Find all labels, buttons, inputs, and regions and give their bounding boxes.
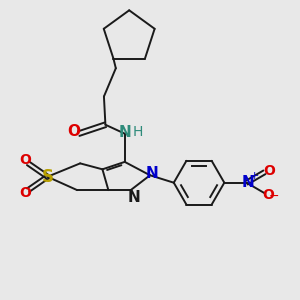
Text: O: O — [19, 153, 31, 167]
Text: +: + — [249, 171, 259, 181]
Text: N: N — [146, 166, 159, 181]
Text: N: N — [118, 125, 131, 140]
Text: N: N — [242, 175, 254, 190]
Text: H: H — [133, 125, 143, 139]
Text: S: S — [41, 168, 53, 186]
Text: O: O — [67, 124, 80, 139]
Text: O: O — [262, 188, 274, 202]
Text: O: O — [263, 164, 275, 178]
Text: N: N — [127, 190, 140, 205]
Text: O: O — [19, 186, 31, 200]
Text: −: − — [269, 190, 279, 203]
